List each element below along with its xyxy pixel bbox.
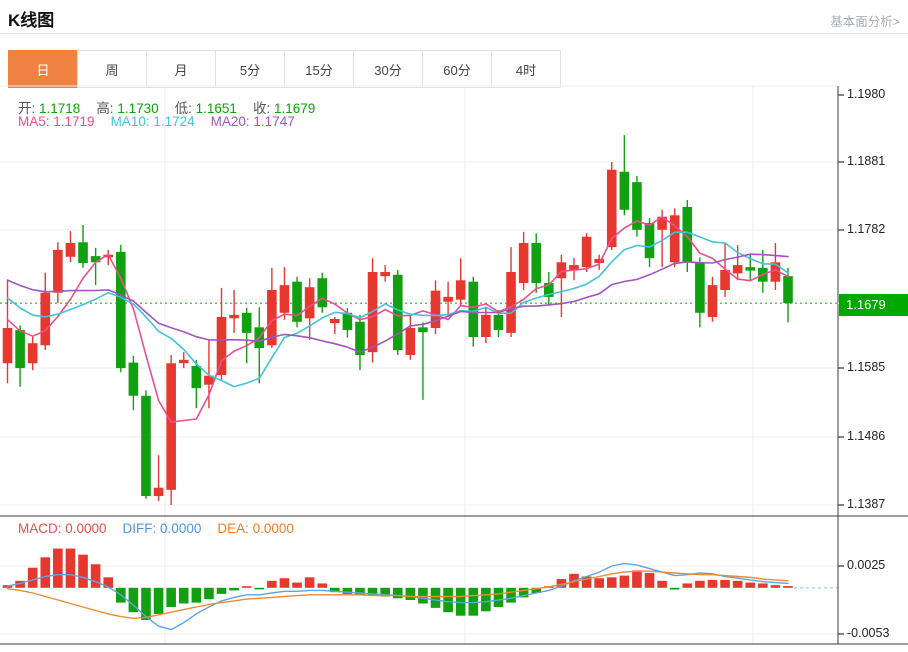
macd-1: DIFF: 0.0000 [122,521,202,536]
tab-week[interactable]: 周 [77,50,147,88]
macd-0: MACD: 0.0000 [18,521,107,536]
ma-2: MA20: 1.1747 [210,114,295,129]
ohlc-info-row: 开: 1.1718 高: 1.1730 低: 1.1651 收: 1.1679 [18,97,331,118]
price-tick-0: 1.1980 [847,87,886,101]
price-tick-5: 1.1387 [847,497,886,511]
tab-30min[interactable]: 30分 [353,50,423,88]
ohlc-1: 高: 1.1730 [96,101,159,116]
tab-15min[interactable]: 15分 [284,50,354,88]
ma-1: MA10: 1.1724 [110,114,195,129]
price-tick-3: 1.1585 [847,360,886,374]
price-tick-4: 1.1486 [847,429,886,443]
page-title: K线图 [8,11,55,30]
ma-info-row: MA5: 1.1719 MA10: 1.1724 MA20: 1.1747 [18,114,311,129]
tab-day[interactable]: 日 [8,50,78,88]
price-tick-2: 1.1782 [847,222,886,236]
macd-tick-1: -0.0053 [847,626,890,640]
macd-info-row: MACD: 0.0000 DIFF: 0.0000 DEA: 0.0000 [18,521,310,536]
current-price-tag: 1.1679 [839,294,908,316]
tab-4hour[interactable]: 4时 [491,50,561,88]
ma-0: MA5: 1.1719 [18,114,95,129]
macd-tick-0: 0.0025 [847,558,886,572]
macd-2: DEA: 0.0000 [217,521,294,536]
tab-month[interactable]: 月 [146,50,216,88]
price-tick-1: 1.1881 [847,154,886,168]
ohlc-2: 低: 1.1651 [174,101,237,116]
interval-tabbar: 日周月 5分 15分 30分 60分 4时 [8,50,561,88]
header-divider [0,33,908,34]
ohlc-0: 开: 1.1718 [18,101,81,116]
ohlc-3: 收: 1.1679 [252,101,316,116]
tab-60min[interactable]: 60分 [422,50,492,88]
tab-5min[interactable]: 5分 [215,50,285,88]
fundamental-analysis-link[interactable]: 基本面分析> [830,15,900,29]
